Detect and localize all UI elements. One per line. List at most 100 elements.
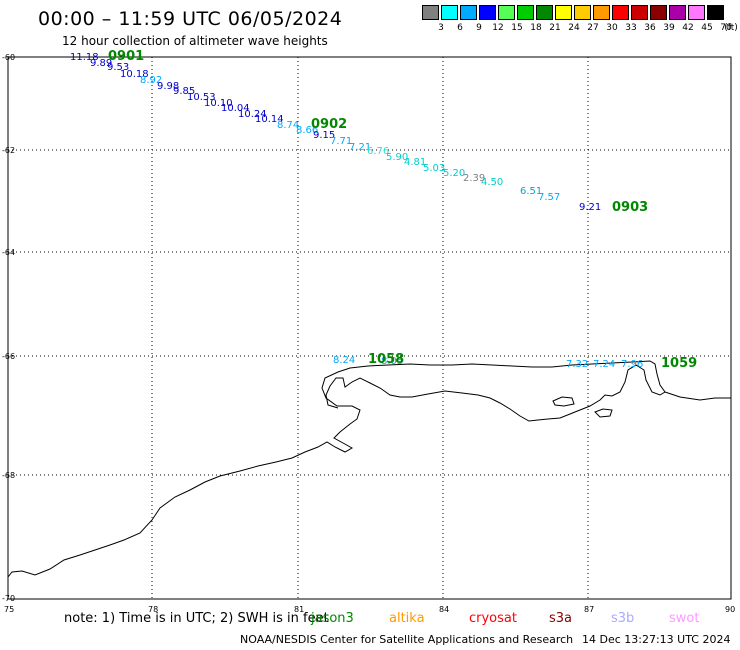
wave-height-value: 9.89 bbox=[90, 58, 112, 69]
legend-label: 45 bbox=[701, 23, 713, 33]
wave-height-value: 10.14 bbox=[255, 114, 284, 125]
island-1 bbox=[552, 396, 575, 407]
wave-height-value: 7.96 bbox=[621, 359, 643, 370]
wave-height-value: 8.92 bbox=[140, 75, 162, 86]
lat-label: -66 bbox=[2, 352, 15, 361]
lon-label: 84 bbox=[439, 605, 449, 614]
legend-label: 15 bbox=[511, 23, 523, 33]
legend-swatch bbox=[536, 5, 553, 20]
wave-height-value: 9.21 bbox=[579, 202, 601, 213]
wave-height-value: 8.05 bbox=[381, 356, 403, 367]
legend-label: 36 bbox=[644, 23, 656, 33]
legend-label: 24 bbox=[568, 23, 580, 33]
wave-height-value: 9.98 bbox=[157, 81, 179, 92]
legend-swatch bbox=[479, 5, 496, 20]
island-2 bbox=[594, 408, 613, 418]
track-id: 1059 bbox=[661, 356, 697, 371]
wave-height-value: 10.18 bbox=[120, 69, 149, 80]
legend-label: 21 bbox=[549, 23, 561, 33]
wave-height-value: 6.51 bbox=[520, 186, 542, 197]
page-subtitle: 12 hour collection of altimeter wave hei… bbox=[62, 34, 328, 48]
map-frame bbox=[7, 56, 732, 600]
credit-text: NOAA/NESDIS Center for Satellite Applica… bbox=[240, 633, 574, 646]
satellite-name: swot bbox=[669, 611, 700, 626]
legend-label: 27 bbox=[587, 23, 599, 33]
lat-label: -64 bbox=[2, 248, 15, 257]
wave-height-value: 7.24 bbox=[593, 359, 615, 370]
satellite-name: s3a bbox=[549, 611, 573, 626]
wave-height-value: 9.53 bbox=[107, 62, 129, 73]
wave-height-value: 7.71 bbox=[330, 136, 352, 147]
legend-swatch bbox=[460, 5, 477, 20]
legend-swatch bbox=[612, 5, 629, 20]
wave-height-value: 9.85 bbox=[173, 86, 195, 97]
satellite-name: altika bbox=[389, 611, 425, 626]
wave-height-value: 8.24 bbox=[333, 355, 355, 366]
legend-label: 3 bbox=[438, 23, 444, 33]
lat-label: -62 bbox=[2, 146, 15, 155]
satellite-legend: jason3 altika cryosat s3a s3b swot bbox=[0, 611, 740, 629]
lat-label: -70 bbox=[2, 594, 15, 603]
track-labels: 11.189.899.5310.188.929.989.8510.5310.10… bbox=[70, 49, 697, 371]
wave-height-value: 4.50 bbox=[481, 177, 503, 188]
lon-label: 75 bbox=[4, 605, 14, 614]
wave-height-value: 2.39 bbox=[463, 173, 485, 184]
wave-height-value: 5.20 bbox=[443, 168, 465, 179]
legend-label: 9 bbox=[476, 23, 482, 33]
legend-swatch bbox=[498, 5, 515, 20]
wave-height-value: 7.32 bbox=[566, 359, 588, 370]
legend-swatch bbox=[574, 5, 591, 20]
legend-swatch bbox=[669, 5, 686, 20]
legend-swatch bbox=[688, 5, 705, 20]
footer-note: note: 1) Time is in UTC; 2) SWH is in fe… bbox=[64, 611, 329, 626]
wave-height-value: 8.74 bbox=[277, 120, 299, 131]
timestamp: 14 Dec 13:27:13 UTC 2024 bbox=[582, 633, 731, 646]
wave-height-value: 10.10 bbox=[204, 98, 233, 109]
coastline bbox=[7, 360, 666, 578]
legend-swatch bbox=[650, 5, 667, 20]
legend-label: 42 bbox=[682, 23, 694, 33]
track-id: 1058 bbox=[368, 352, 404, 367]
legend-swatch bbox=[555, 5, 572, 20]
satellite-name: s3b bbox=[611, 611, 635, 626]
track-id: 0902 bbox=[311, 117, 347, 132]
legend-label: 12 bbox=[492, 23, 504, 33]
legend-swatch bbox=[441, 5, 458, 20]
satellite-name: cryosat bbox=[469, 611, 517, 626]
wave-height-value: 5.90 bbox=[386, 152, 408, 163]
legend-swatch bbox=[593, 5, 610, 20]
wave-height-value: 8.66 bbox=[296, 125, 318, 136]
grid-lines: -60 -62 -64 -66 -68 -70 75 78 81 84 87 90 bbox=[2, 53, 735, 614]
wave-height-value: 10.24 bbox=[238, 109, 267, 120]
legend-swatch bbox=[631, 5, 648, 20]
legend-swatch bbox=[517, 5, 534, 20]
coastline-east bbox=[664, 391, 731, 401]
wave-height-value: 4.81 bbox=[404, 157, 426, 168]
track-id: 0901 bbox=[108, 49, 144, 64]
legend-label: 39 bbox=[663, 23, 675, 33]
lat-label: -60 bbox=[2, 53, 15, 62]
wave-height-value: 6.76 bbox=[367, 146, 389, 157]
legend-unit: (ft) bbox=[724, 23, 738, 33]
legend-label: 18 bbox=[530, 23, 542, 33]
legend-swatch bbox=[707, 5, 724, 20]
legend-label: 30 bbox=[606, 23, 618, 33]
lat-label: -68 bbox=[2, 471, 15, 480]
wave-height-value: 9.15 bbox=[313, 130, 335, 141]
lon-label: 78 bbox=[148, 605, 158, 614]
legend-swatch bbox=[422, 5, 439, 20]
legend-label: 6 bbox=[457, 23, 463, 33]
lon-label: 90 bbox=[725, 605, 735, 614]
lon-label: 81 bbox=[294, 605, 304, 614]
wave-height-value: 7.21 bbox=[349, 142, 371, 153]
wave-height-value: 10.53 bbox=[187, 92, 216, 103]
track-id: 0903 bbox=[612, 200, 648, 215]
wave-height-value: 11.18 bbox=[70, 52, 99, 63]
wave-height-value: 7.57 bbox=[538, 192, 560, 203]
legend-label: 33 bbox=[625, 23, 637, 33]
wave-height-value: 5.03 bbox=[423, 163, 445, 174]
wave-height-value: 10.04 bbox=[221, 103, 250, 114]
lon-label: 87 bbox=[584, 605, 594, 614]
legend-label: 70 bbox=[720, 23, 732, 33]
